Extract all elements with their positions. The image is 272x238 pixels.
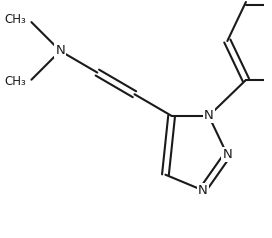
Text: CH₃: CH₃ xyxy=(4,75,26,88)
Text: N: N xyxy=(222,149,232,161)
Text: N: N xyxy=(198,184,208,197)
Text: N: N xyxy=(55,45,65,57)
Text: CH₃: CH₃ xyxy=(4,14,26,26)
Text: N: N xyxy=(204,109,214,122)
